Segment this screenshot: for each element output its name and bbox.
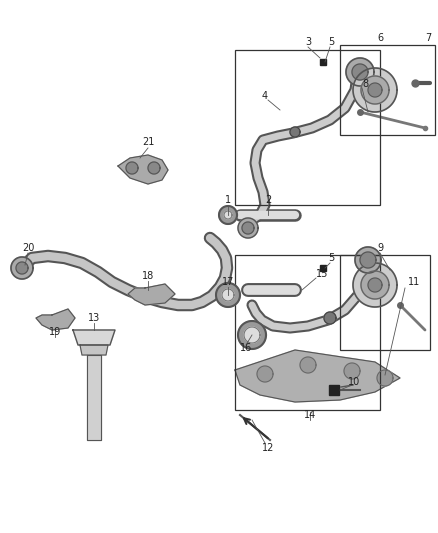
Polygon shape <box>353 263 397 307</box>
Text: 4: 4 <box>262 91 268 101</box>
Text: 14: 14 <box>304 410 316 420</box>
Polygon shape <box>216 283 240 307</box>
Polygon shape <box>300 357 316 373</box>
Polygon shape <box>16 262 28 274</box>
Polygon shape <box>238 321 266 349</box>
Polygon shape <box>224 211 232 219</box>
Polygon shape <box>346 58 374 86</box>
Text: 2: 2 <box>265 195 271 205</box>
Polygon shape <box>219 206 237 224</box>
Polygon shape <box>128 284 175 305</box>
Text: 13: 13 <box>88 313 100 323</box>
Text: 18: 18 <box>142 271 154 281</box>
Text: 12: 12 <box>262 443 274 453</box>
Polygon shape <box>11 257 33 279</box>
Polygon shape <box>368 278 382 292</box>
Polygon shape <box>352 64 368 80</box>
Polygon shape <box>126 162 138 174</box>
Polygon shape <box>324 312 336 324</box>
Polygon shape <box>368 83 382 97</box>
Text: 11: 11 <box>408 277 420 287</box>
Polygon shape <box>377 370 393 386</box>
Text: 21: 21 <box>142 137 154 147</box>
Polygon shape <box>361 76 389 104</box>
Polygon shape <box>87 355 101 440</box>
Text: 5: 5 <box>328 253 334 263</box>
Text: 16: 16 <box>240 343 252 353</box>
Bar <box>235 255 380 410</box>
Text: 1: 1 <box>225 195 231 205</box>
Polygon shape <box>257 366 273 382</box>
Text: 19: 19 <box>49 327 61 337</box>
Polygon shape <box>344 363 360 379</box>
Polygon shape <box>355 247 381 273</box>
Polygon shape <box>360 252 376 268</box>
Text: 8: 8 <box>362 79 368 89</box>
Bar <box>235 50 380 205</box>
Text: 7: 7 <box>425 33 431 43</box>
Text: 6: 6 <box>377 33 383 43</box>
Text: 20: 20 <box>22 243 34 253</box>
Polygon shape <box>148 162 160 174</box>
Polygon shape <box>290 127 300 137</box>
Polygon shape <box>353 68 397 112</box>
Polygon shape <box>222 289 234 301</box>
Text: 5: 5 <box>328 37 334 47</box>
Text: 3: 3 <box>305 37 311 47</box>
Polygon shape <box>118 155 168 184</box>
Text: 10: 10 <box>348 377 360 387</box>
Polygon shape <box>36 309 75 330</box>
Polygon shape <box>73 330 115 345</box>
Polygon shape <box>235 350 400 402</box>
Text: 9: 9 <box>377 243 383 253</box>
Polygon shape <box>242 222 254 234</box>
Polygon shape <box>361 271 389 299</box>
Text: 17: 17 <box>222 277 234 287</box>
Polygon shape <box>244 327 260 343</box>
Polygon shape <box>80 345 108 355</box>
Polygon shape <box>238 218 258 238</box>
Bar <box>340 255 430 350</box>
Bar <box>340 45 435 135</box>
Text: 15: 15 <box>316 269 328 279</box>
